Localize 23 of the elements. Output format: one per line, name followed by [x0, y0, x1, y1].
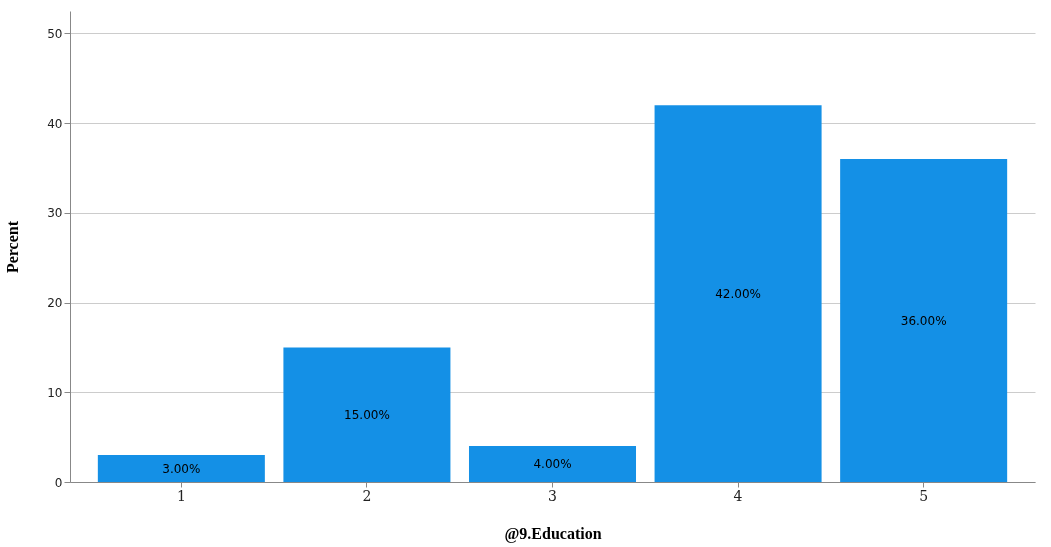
x-tick-label: 3	[548, 487, 557, 504]
bar	[654, 105, 822, 482]
x-tick-label: 4	[733, 487, 743, 504]
y-axis-title: Percent	[4, 220, 22, 274]
y-tick-label: 10	[47, 385, 63, 400]
data-label: 15.00%	[344, 407, 390, 422]
x-axis-title: @9.Education	[504, 524, 602, 543]
data-label: 3.00%	[162, 461, 201, 476]
data-label: 4.00%	[533, 457, 572, 472]
y-tick-label: 50	[47, 26, 63, 41]
bar	[97, 455, 265, 482]
data-label: 42.00%	[715, 286, 761, 301]
bar	[283, 347, 451, 482]
x-tick-label: 5	[919, 487, 929, 504]
y-tick-label: 40	[47, 116, 63, 131]
y-tick-label: 0	[54, 475, 63, 490]
y-tick-label: 30	[47, 206, 63, 221]
y-tick-label: 20	[47, 296, 63, 311]
x-tick-label: 2	[362, 487, 372, 504]
data-label: 36.00%	[900, 313, 947, 328]
bar	[840, 159, 1008, 482]
bar	[468, 446, 637, 482]
x-tick-label: 1	[176, 487, 186, 504]
